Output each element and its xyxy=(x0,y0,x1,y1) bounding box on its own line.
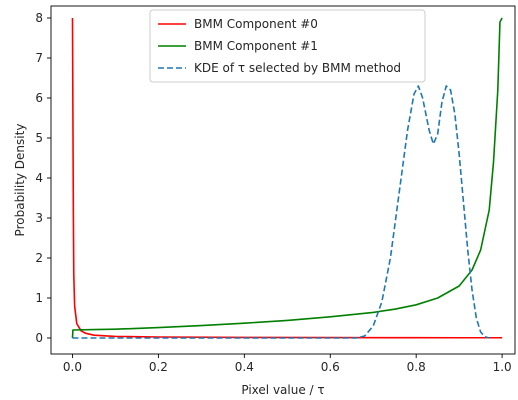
legend-box xyxy=(149,9,426,83)
x-axis: 0.0 0.2 0.4 0.6 0.8 1.0 xyxy=(63,354,512,374)
x-axis-label: Pixel value / τ xyxy=(241,383,324,397)
legend-label: KDE of τ selected by BMM method xyxy=(194,61,401,75)
x-tick-label: 0.4 xyxy=(235,360,254,374)
x-tick-label: 1.0 xyxy=(493,360,512,374)
series-line-2 xyxy=(72,85,490,339)
legend-label: BMM Component #0 xyxy=(194,17,318,31)
y-tick-label: 1 xyxy=(35,291,43,305)
series-line-1 xyxy=(71,17,503,339)
legend: BMM Component #0 BMM Component #1 KDE of τ… xyxy=(149,9,426,83)
y-tick-label: 6 xyxy=(35,91,43,105)
x-tick-label: 0.8 xyxy=(407,360,426,374)
x-tick-label: 0.2 xyxy=(149,360,168,374)
axes-frame xyxy=(50,5,516,355)
y-tick-label: 8 xyxy=(35,11,43,25)
y-tick-label: 7 xyxy=(35,51,43,65)
y-tick-label: 0 xyxy=(35,331,43,345)
y-tick-label: 3 xyxy=(35,211,43,225)
y-axis: 0 1 2 3 4 5 6 7 8 xyxy=(35,11,51,345)
y-axis-label: Probability Density xyxy=(13,124,27,237)
y-tick-label: 5 xyxy=(35,131,43,145)
x-tick-label: 0.6 xyxy=(321,360,340,374)
x-tick-label: 0.0 xyxy=(63,360,82,374)
y-tick-label: 4 xyxy=(35,171,43,185)
y-tick-label: 2 xyxy=(35,251,43,265)
legend-label: BMM Component #1 xyxy=(194,39,318,53)
series-line-0 xyxy=(71,17,503,339)
plot-area xyxy=(50,5,516,355)
